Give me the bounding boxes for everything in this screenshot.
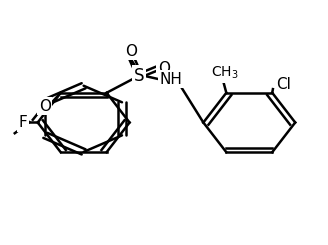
Text: S: S — [134, 67, 145, 85]
Text: Cl: Cl — [276, 77, 291, 92]
Text: NH: NH — [159, 72, 182, 87]
Text: CH$_3$: CH$_3$ — [211, 65, 238, 81]
Text: O: O — [158, 61, 170, 76]
Text: O: O — [39, 99, 51, 114]
Text: F: F — [19, 115, 27, 130]
Text: O: O — [125, 44, 137, 59]
